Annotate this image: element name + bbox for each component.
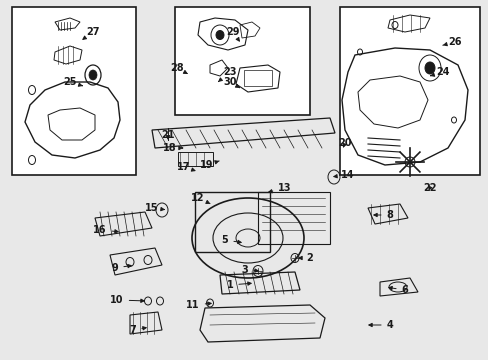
Text: 11: 11	[186, 300, 211, 310]
Ellipse shape	[424, 62, 434, 74]
Text: 16: 16	[93, 225, 118, 235]
Text: 19: 19	[200, 160, 219, 170]
Text: 7: 7	[129, 325, 146, 335]
Text: 29: 29	[226, 27, 239, 41]
Text: 9: 9	[111, 263, 131, 273]
Ellipse shape	[89, 70, 97, 80]
Bar	[339, 7, 479, 175]
Text: 25: 25	[63, 77, 82, 87]
Text: 12: 12	[191, 193, 210, 204]
Text: 6: 6	[388, 285, 407, 295]
Bar	[175, 7, 309, 115]
Bar	[12, 7, 136, 175]
Text: 14: 14	[333, 170, 354, 180]
Ellipse shape	[216, 31, 224, 40]
Text: 22: 22	[423, 183, 436, 193]
Text: 23: 23	[218, 67, 236, 82]
Text: 5: 5	[221, 235, 241, 245]
Bar	[244, 70, 271, 86]
Text: 21: 21	[161, 130, 174, 140]
Text: 3: 3	[241, 265, 258, 275]
Bar	[178, 152, 213, 166]
Text: 8: 8	[373, 210, 393, 220]
Text: 17: 17	[177, 162, 195, 172]
Text: 18: 18	[163, 143, 182, 153]
Text: 27: 27	[82, 27, 100, 39]
Text: 10: 10	[110, 295, 144, 305]
Text: 24: 24	[430, 67, 449, 77]
Text: 28: 28	[170, 63, 187, 73]
Bar	[258, 192, 329, 244]
Text: 15: 15	[145, 203, 164, 213]
Text: 30: 30	[223, 77, 239, 88]
Text: 2: 2	[298, 253, 313, 263]
Text: 13: 13	[268, 183, 291, 193]
Text: 1: 1	[226, 280, 251, 290]
Text: 26: 26	[442, 37, 461, 47]
Bar	[195, 192, 269, 252]
Text: 20: 20	[338, 138, 351, 148]
Text: 4: 4	[368, 320, 392, 330]
